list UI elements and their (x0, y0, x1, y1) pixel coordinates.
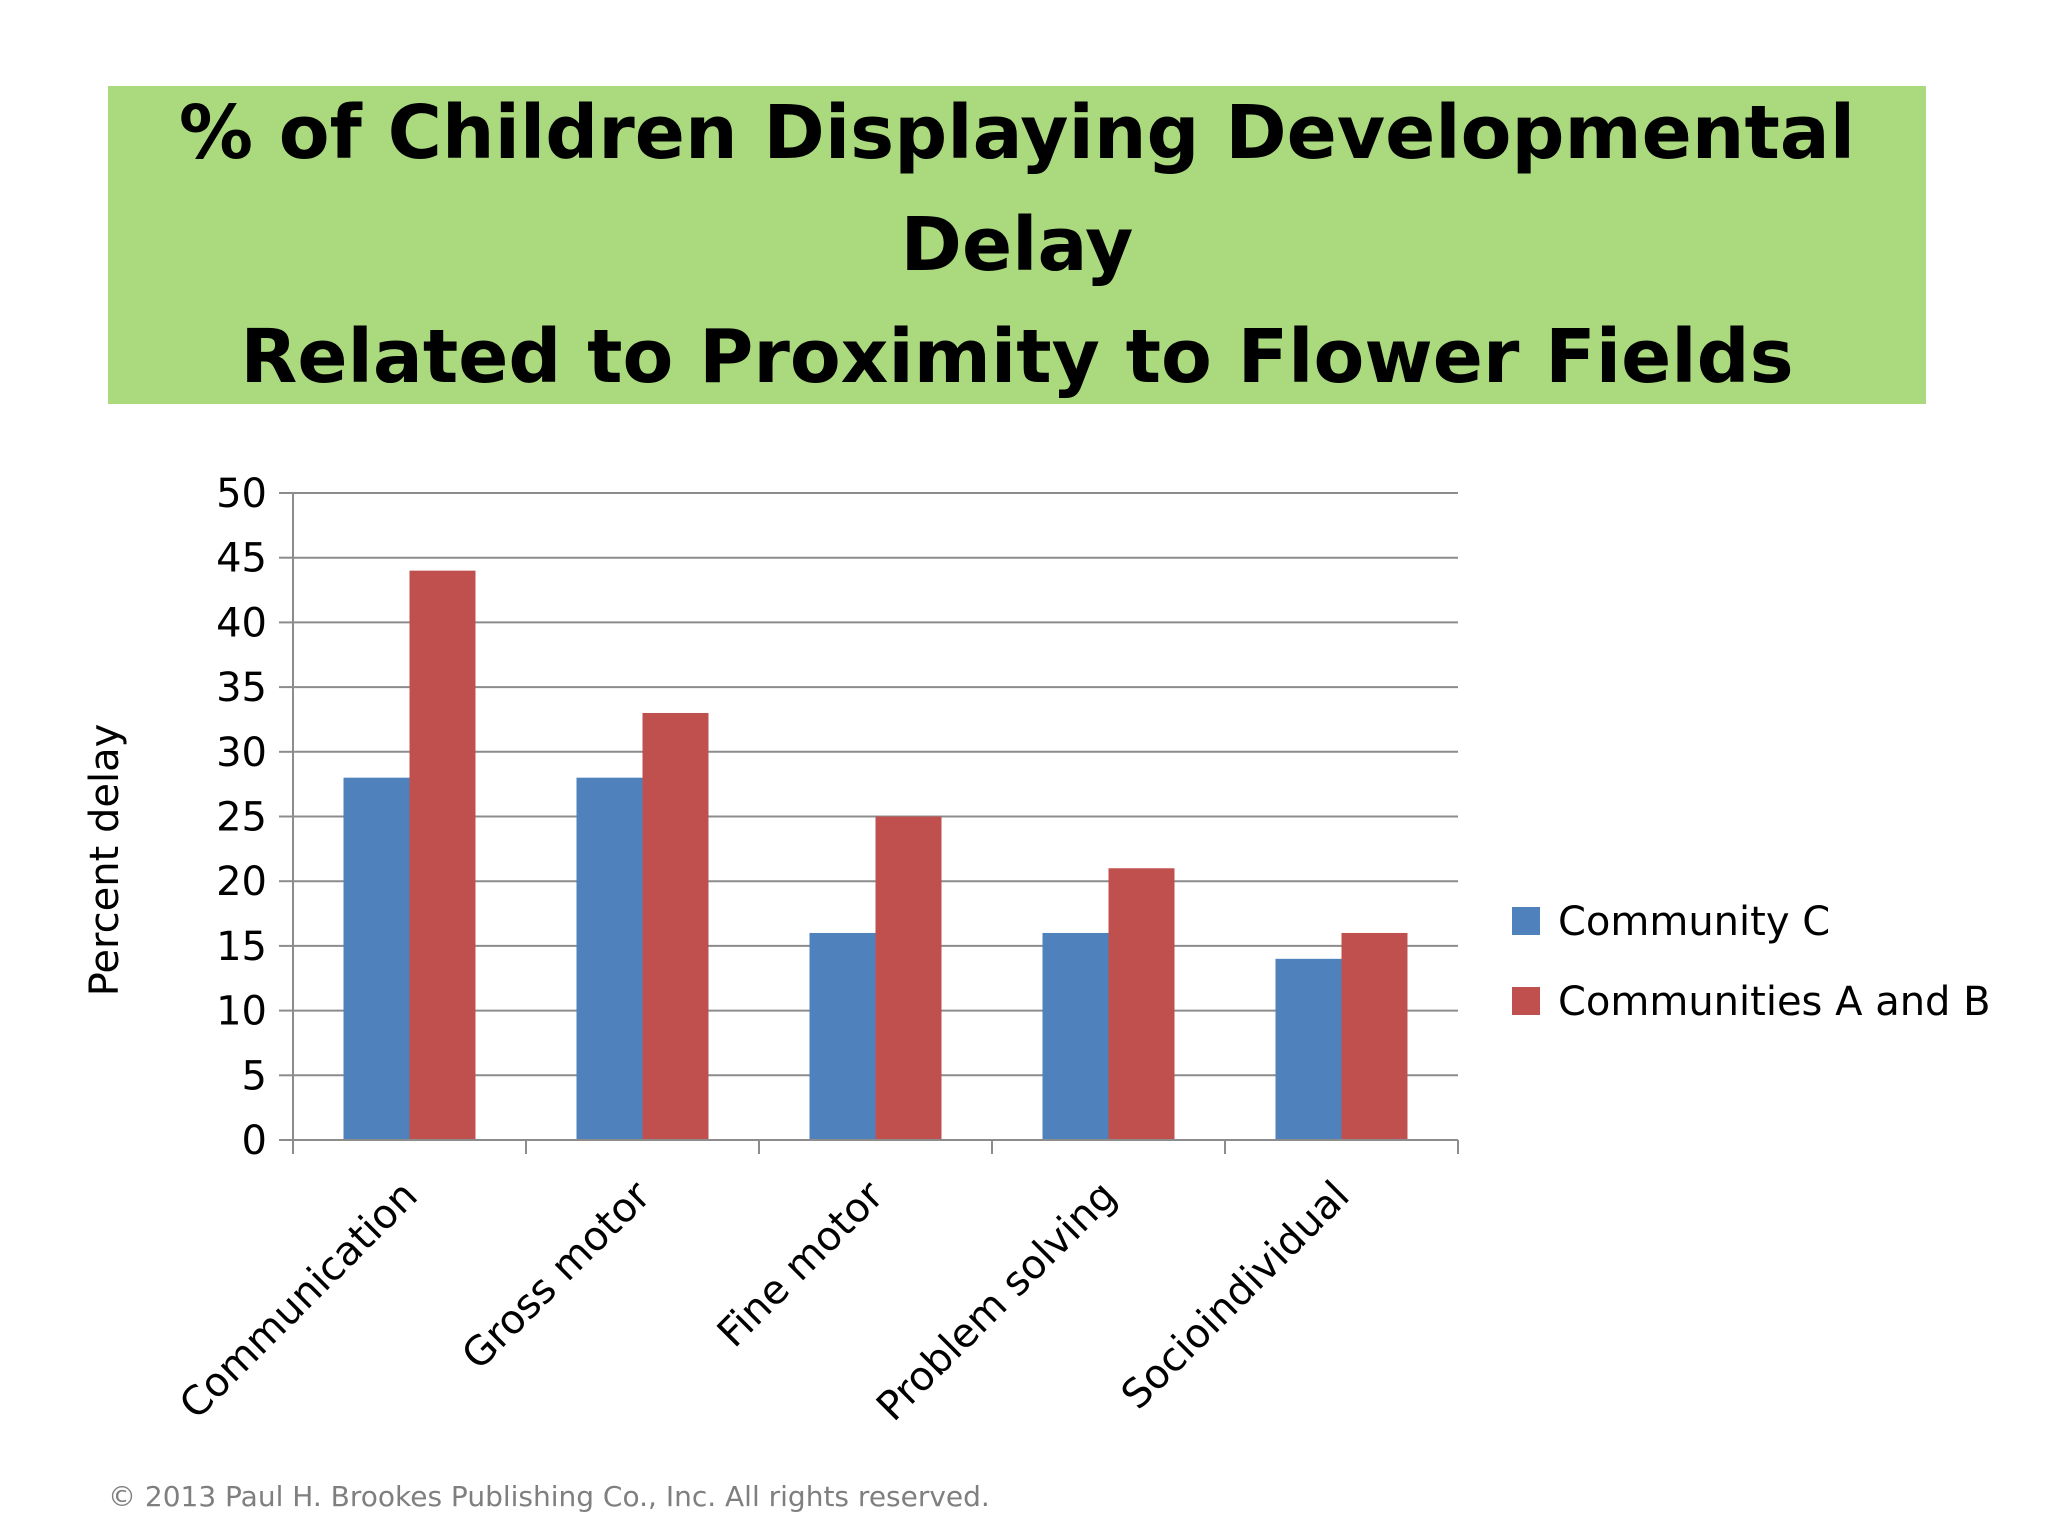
y-tick-label: 35 (216, 665, 267, 711)
y-tick-label: 10 (216, 989, 267, 1035)
y-tick-label: 25 (216, 795, 267, 841)
bars (343, 570, 1408, 1140)
legend-swatch (1512, 987, 1540, 1015)
bar-communities-a-b (1341, 932, 1408, 1140)
bar-community-c (576, 777, 643, 1140)
chart-title: % of Children Displaying Developmental D… (178, 90, 1856, 400)
y-tick-label: 50 (216, 471, 267, 517)
bar-community-c (343, 777, 410, 1140)
bar-communities-a-b (875, 816, 942, 1140)
x-tick-label: Gross motor (453, 1172, 659, 1378)
y-tick-label: 40 (216, 600, 267, 646)
bar-communities-a-b (1108, 868, 1175, 1140)
x-tick-labels: Communication Gross motor Fine motorProble… (171, 1172, 1358, 1430)
y-tick-label: 20 (216, 859, 267, 905)
legend-label: Communities A and B (1558, 979, 1991, 1025)
y-tick-labels: 0 5 10 15 20 25 30 35 40 45 50 (216, 471, 267, 1164)
y-tick-label: 45 (216, 536, 267, 582)
axes (292, 493, 1459, 1154)
x-tick-label: Socioindividual (1113, 1173, 1359, 1419)
x-tick-label: Problem solving (868, 1173, 1126, 1431)
legend-swatch (1512, 907, 1540, 935)
y-tick-label: 5 (242, 1053, 267, 1099)
title-banner: % of Children Displaying Developmental D… (108, 86, 1926, 404)
bar-community-c (809, 932, 876, 1140)
bar-communities-a-b (642, 712, 709, 1140)
y-tick-label: 30 (216, 730, 267, 776)
y-tick-label: 0 (242, 1118, 267, 1164)
legend-label: Community C (1558, 899, 1830, 945)
legend: Community C Communities A and B (1512, 899, 1991, 1025)
bar-communities-a-b (409, 570, 476, 1140)
copyright-notice: © 2013 Paul H. Brookes Publishing Co., I… (108, 1480, 990, 1513)
y-axis-label: Percent delay (82, 724, 128, 997)
bar-community-c (1042, 932, 1109, 1140)
bar-community-c (1275, 958, 1342, 1140)
y-tick-label: 15 (216, 924, 267, 970)
x-tick-label: Fine motor (709, 1172, 893, 1356)
x-tick-label: Communication (171, 1173, 426, 1428)
